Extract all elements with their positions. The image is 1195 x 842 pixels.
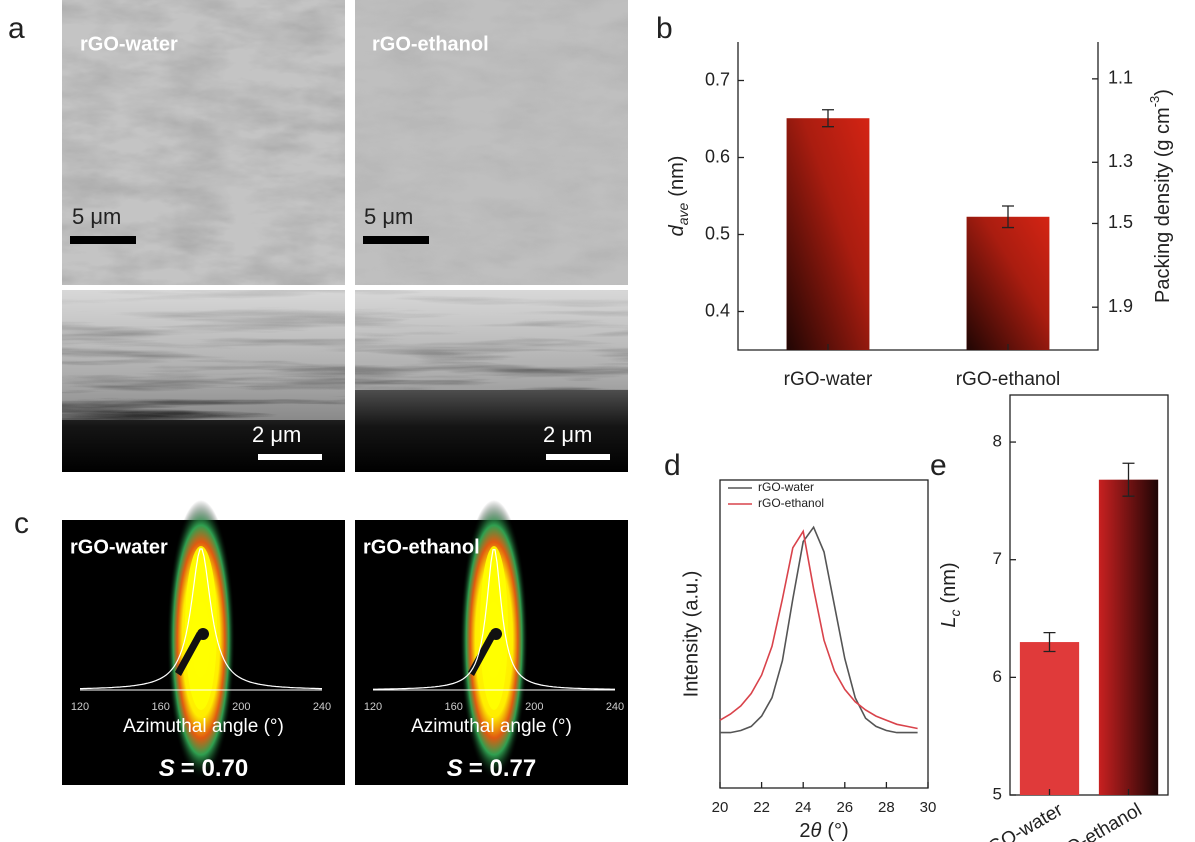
x-tick-label: 30: [920, 799, 937, 816]
scale-label: 2 μm: [252, 422, 301, 447]
bar: [1020, 642, 1079, 795]
x-tick-label: rGO-water: [979, 799, 1067, 842]
x-tick-label: 26: [836, 799, 853, 816]
panel-label: d: [664, 449, 681, 482]
x-tick-label: 28: [878, 799, 895, 816]
y2-tick-label: 1.3: [1108, 151, 1133, 171]
legend-label: rGO-water: [758, 480, 814, 494]
axis-label-symbol: θ: [810, 820, 821, 842]
xrd-label: rGO-ethanol: [363, 536, 480, 558]
y-tick-label: 0.6: [705, 146, 730, 166]
y-tick-label: 0.4: [705, 300, 730, 320]
y-tick-label: 5: [993, 784, 1002, 803]
xrd-tick-label: 120: [71, 701, 89, 713]
y2-tick-label: 1.1: [1108, 68, 1133, 88]
x-tick-label: rGO-water: [784, 369, 873, 390]
x-tick-label: 24: [795, 799, 812, 816]
xrd-axis-label: Azimuthal angle (°): [123, 716, 284, 737]
xrd-label: rGO-water: [70, 536, 168, 558]
y-tick-label: 7: [993, 549, 1002, 568]
axis-label-sub: c: [947, 609, 963, 616]
axis-label-sub: ave: [675, 202, 691, 225]
axis-label: Intensity (a.u.): [680, 571, 702, 698]
panel-label: a: [8, 12, 25, 45]
order-value: = 0.77: [469, 755, 536, 782]
xrd-tick-label: 200: [525, 701, 543, 713]
xrd-tick-label: 120: [364, 701, 382, 713]
order-value: = 0.70: [181, 755, 248, 782]
order-parameter: S= 0.77: [447, 755, 536, 782]
xrd-tick-label: 240: [313, 701, 331, 713]
axis-label: 2θ (°): [799, 820, 848, 842]
scale-label: 2 μm: [543, 422, 592, 447]
y-tick-label: 0.5: [705, 223, 730, 243]
y2-tick-label: 1.5: [1108, 212, 1133, 232]
sem-texture: [355, 290, 628, 390]
bar-shade: [1099, 480, 1158, 795]
axis-label: Packing density (g cm-3): [1147, 89, 1174, 303]
xrd-tick-label: 240: [606, 701, 624, 713]
figure: rGO-water rGO-ethanol 5 μm 5 μm 2 μm 2 μ…: [0, 0, 1195, 842]
axis-label-symbol: L: [938, 616, 960, 627]
xrd-axis-label: Azimuthal angle (°): [411, 716, 572, 737]
scale-label: 5 μm: [72, 204, 121, 229]
axis-label-unit: (nm): [938, 562, 960, 603]
x-tick-label: 20: [712, 799, 729, 816]
x-tick-label: 22: [753, 799, 770, 816]
xrd-tick-label: 160: [151, 701, 169, 713]
axis-label-part: 2: [799, 820, 810, 842]
axis-label: Lc (nm): [938, 562, 962, 627]
bar-shade: [967, 217, 1050, 350]
scale-label: 5 μm: [364, 204, 413, 229]
y-tick-label: 0.7: [705, 69, 730, 89]
scale-bar: [546, 454, 610, 460]
xrd-tick-label: 200: [232, 701, 250, 713]
scale-bar: [70, 236, 136, 244]
legend-label: rGO-ethanol: [758, 496, 824, 510]
line: [720, 527, 918, 732]
sem-texture: [62, 290, 345, 420]
sem-label: rGO-water: [80, 33, 178, 55]
order-parameter: S= 0.70: [159, 755, 248, 782]
plot-frame: [720, 480, 928, 788]
axis-label-part: ): [1152, 89, 1174, 96]
panel-label: c: [14, 507, 29, 540]
axis-label-part: Packing density (g cm: [1152, 107, 1174, 303]
panel-label: b: [656, 12, 673, 45]
beamstop: [490, 628, 502, 640]
scale-bar: [258, 454, 322, 460]
line: [720, 531, 918, 728]
sem-label: rGO-ethanol: [372, 33, 489, 55]
y2-tick-label: 1.9: [1108, 296, 1133, 316]
sem-panel: rGO-water rGO-ethanol 5 μm 5 μm 2 μm 2 μ…: [62, 0, 628, 472]
y-tick-label: 6: [993, 667, 1002, 686]
orientation-panel: 120 160 200 240 Azimuthal angle (°) rGO-water…: [62, 500, 628, 785]
axis-label-unit: (nm): [666, 156, 688, 197]
beamstop: [197, 628, 209, 640]
scale-bar: [363, 236, 429, 244]
axis-label: dave(nm): [666, 156, 690, 237]
panel-label: e: [930, 449, 947, 482]
bar-shade: [787, 118, 870, 350]
diffraction-arc: [185, 546, 217, 710]
axis-label-sup: -3: [1147, 96, 1162, 108]
xrd-tick-label: 160: [444, 701, 462, 713]
axis-label-unit: (°): [827, 820, 848, 842]
order-symbol: S: [447, 755, 463, 782]
order-symbol: S: [159, 755, 175, 782]
x-tick-label: rGO-ethanol: [956, 369, 1061, 390]
y-tick-label: 8: [993, 432, 1002, 451]
